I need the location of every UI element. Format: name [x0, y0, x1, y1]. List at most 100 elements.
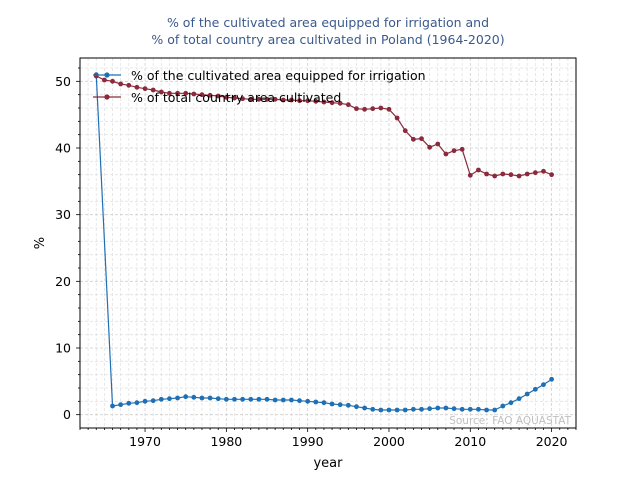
data-point	[183, 394, 189, 400]
data-point	[492, 407, 498, 413]
data-point	[476, 167, 481, 173]
y-tick-label: 10	[55, 341, 71, 356]
data-point	[118, 81, 124, 87]
data-point	[329, 100, 335, 106]
data-point	[386, 106, 392, 112]
x-tick-label: 1970	[129, 434, 161, 449]
source-note: Source: FAO AQUASTAT	[449, 415, 571, 427]
y-axis: 0 10 20 30 40 50	[55, 67, 80, 422]
data-point	[427, 406, 433, 412]
data-point	[240, 396, 246, 402]
data-point	[313, 98, 319, 104]
legend-marker-irrigation	[104, 72, 110, 78]
data-point	[354, 106, 359, 112]
data-point	[524, 171, 530, 177]
data-point	[435, 141, 441, 147]
data-point	[541, 382, 546, 388]
data-point	[532, 386, 538, 392]
series-layer	[93, 72, 555, 413]
data-point	[500, 171, 506, 177]
data-point	[167, 90, 172, 96]
data-point	[305, 398, 311, 404]
data-point	[142, 86, 148, 92]
data-point	[378, 407, 384, 413]
data-point	[402, 128, 408, 134]
x-axis-label: year	[313, 456, 343, 471]
data-point	[345, 402, 351, 408]
data-point	[492, 173, 498, 179]
data-point	[248, 396, 254, 402]
chart-title-line-1: % of the cultivated area equipped for ir…	[167, 15, 489, 30]
legend-label-cultivated: % of total country area cultivated	[131, 90, 341, 105]
data-point	[272, 96, 278, 102]
data-point	[280, 97, 286, 103]
data-point	[215, 93, 221, 99]
x-tick-label: 2020	[536, 434, 568, 449]
data-point	[410, 136, 416, 142]
data-point	[419, 136, 424, 142]
data-point	[484, 171, 489, 177]
data-point	[126, 82, 132, 88]
data-point	[362, 106, 367, 112]
minor-gridlines	[79, 58, 577, 428]
data-point	[419, 406, 424, 412]
data-point	[256, 96, 262, 102]
data-point	[223, 94, 229, 100]
data-point	[215, 396, 221, 402]
data-point	[101, 77, 107, 83]
x-tick-label: 2010	[454, 434, 486, 449]
data-point	[183, 90, 189, 96]
data-point	[435, 405, 441, 411]
data-point	[297, 98, 302, 104]
data-point	[508, 400, 514, 406]
data-point	[321, 99, 327, 105]
data-point	[467, 406, 473, 412]
data-point	[378, 105, 384, 111]
data-point	[427, 144, 433, 150]
data-point	[134, 400, 140, 406]
legend-entry-irrigation: % of the cultivated area equipped for ir…	[93, 68, 426, 83]
data-point	[272, 397, 278, 403]
data-point	[508, 172, 514, 178]
x-tick-label: 2000	[373, 434, 405, 449]
data-point	[516, 173, 522, 179]
data-point	[191, 91, 197, 97]
data-point	[175, 395, 180, 401]
data-point	[256, 396, 262, 402]
y-tick-label: 20	[55, 274, 71, 289]
legend-entry-cultivated: % of total country area cultivated	[93, 90, 341, 105]
series-irrigation	[93, 72, 555, 413]
y-tick-label: 50	[55, 74, 71, 89]
data-point	[329, 401, 335, 407]
data-point	[110, 403, 115, 409]
data-point	[191, 394, 197, 400]
data-point	[459, 406, 465, 412]
data-point	[410, 406, 416, 412]
data-point	[126, 400, 132, 406]
data-point	[394, 407, 400, 413]
y-axis-label: %	[33, 237, 48, 249]
data-point	[313, 399, 319, 405]
data-point	[362, 405, 367, 411]
data-point	[289, 397, 294, 403]
data-point	[451, 148, 457, 154]
data-point	[459, 146, 465, 152]
data-point	[337, 402, 343, 408]
data-point	[532, 170, 538, 176]
data-point	[297, 398, 302, 404]
data-point	[370, 106, 376, 112]
data-point	[207, 92, 213, 98]
data-point	[386, 407, 392, 413]
data-point	[240, 96, 246, 102]
data-point	[223, 396, 229, 402]
data-point	[549, 172, 555, 178]
data-point	[549, 376, 555, 382]
data-point	[93, 73, 99, 79]
data-point	[158, 396, 164, 402]
data-point	[402, 407, 408, 413]
data-point	[110, 78, 115, 84]
data-point	[321, 400, 327, 406]
data-point	[354, 404, 359, 410]
y-tick-label: 40	[55, 141, 71, 156]
